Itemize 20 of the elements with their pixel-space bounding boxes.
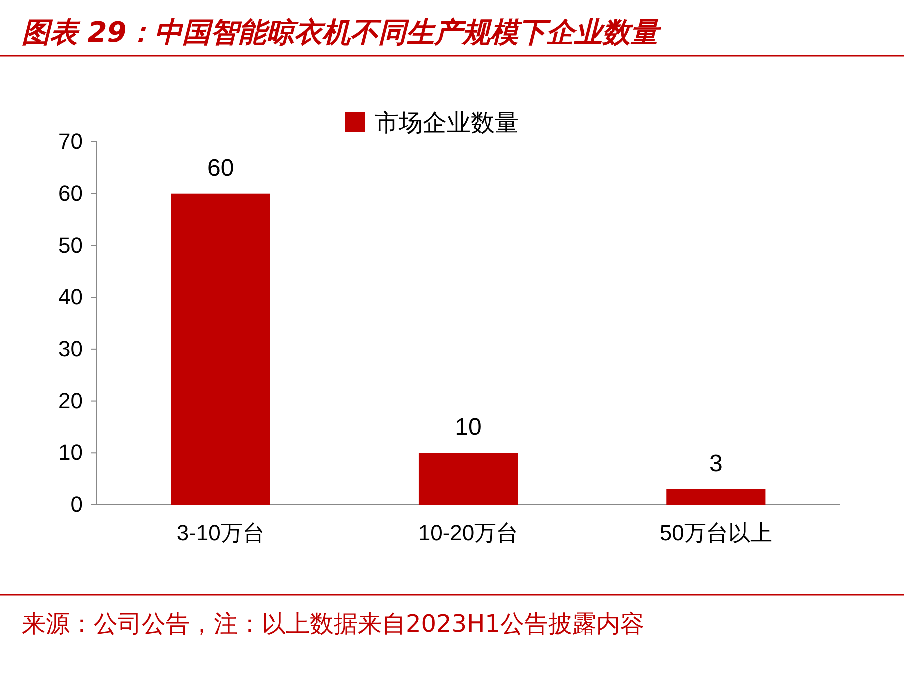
source-note: 来源：公司公告，注：以上数据来自2023H1公告披露内容	[22, 610, 644, 638]
data-label: 3	[709, 450, 723, 478]
y-tick-label: 0	[70, 492, 83, 518]
data-label: 60	[207, 154, 234, 182]
x-tick-label: 50万台以上	[660, 520, 772, 546]
y-tick-label: 10	[58, 440, 83, 466]
bar	[418, 453, 518, 505]
y-tick-label: 60	[58, 180, 83, 206]
y-tick-label: 70	[58, 129, 83, 154]
y-tick-label: 20	[58, 388, 83, 414]
x-tick-label: 3-10万台	[176, 520, 265, 546]
x-tick-label: 10-20万台	[418, 520, 519, 546]
chart-title: 图表 29：中国智能晾衣机不同生产规模下企业数量	[22, 16, 663, 49]
y-tick-label: 50	[58, 232, 83, 258]
bar	[171, 194, 270, 505]
y-tick-label: 30	[58, 336, 83, 362]
data-label: 10	[455, 414, 482, 442]
bar	[666, 489, 766, 505]
y-tick-label: 40	[58, 284, 83, 310]
legend-label: 市场企业数量	[375, 109, 519, 137]
